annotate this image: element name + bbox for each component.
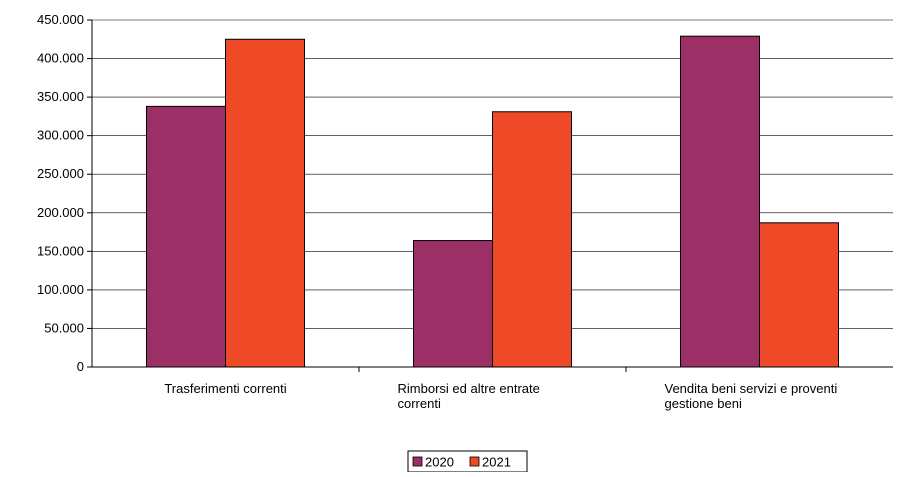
x-tick-label: gestione beni: [665, 396, 742, 411]
y-tick-label: 0: [77, 359, 84, 374]
legend-label: 2020: [425, 455, 454, 470]
y-tick-label: 200.000: [37, 205, 84, 220]
legend: 2020 2021: [407, 450, 528, 473]
y-tick-label: 300.000: [37, 128, 84, 143]
y-tick-labels: 0 50.000 100.000 150.000 200.000 250.000 300.0…: [37, 12, 84, 374]
x-tick-label: Vendita beni servizi e proventi: [665, 381, 838, 396]
y-tick-label: 350.000: [37, 89, 84, 104]
legend-label: 2021: [482, 455, 511, 470]
x-tick-label: Rimborsi ed altre entrate: [398, 381, 540, 396]
x-tick-label: Trasferimenti correnti: [164, 381, 286, 396]
x-tick-label: correnti: [398, 396, 441, 411]
bar-2021-1: [225, 38, 305, 368]
y-tick-label: 450.000: [37, 12, 84, 27]
y-tick-label: 50.000: [44, 320, 84, 335]
y-tick-label: 150.000: [37, 243, 84, 258]
bar-2020-2: [413, 240, 493, 368]
bar-2021-2: [492, 111, 572, 368]
y-tick-label: 100.000: [37, 282, 84, 297]
axes: [87, 19, 893, 372]
bar-2020-3: [680, 35, 760, 368]
legend-swatch: [469, 456, 480, 467]
bars: [146, 35, 839, 368]
x-tick-labels: Trasferimenti correnti Rimborsi ed altre …: [164, 381, 837, 411]
y-tick-label: 250.000: [37, 166, 84, 181]
y-tick-label: 400.000: [37, 51, 84, 66]
bar-2021-3: [759, 222, 839, 368]
legend-swatch: [412, 456, 423, 467]
bar-2020-1: [146, 105, 226, 368]
